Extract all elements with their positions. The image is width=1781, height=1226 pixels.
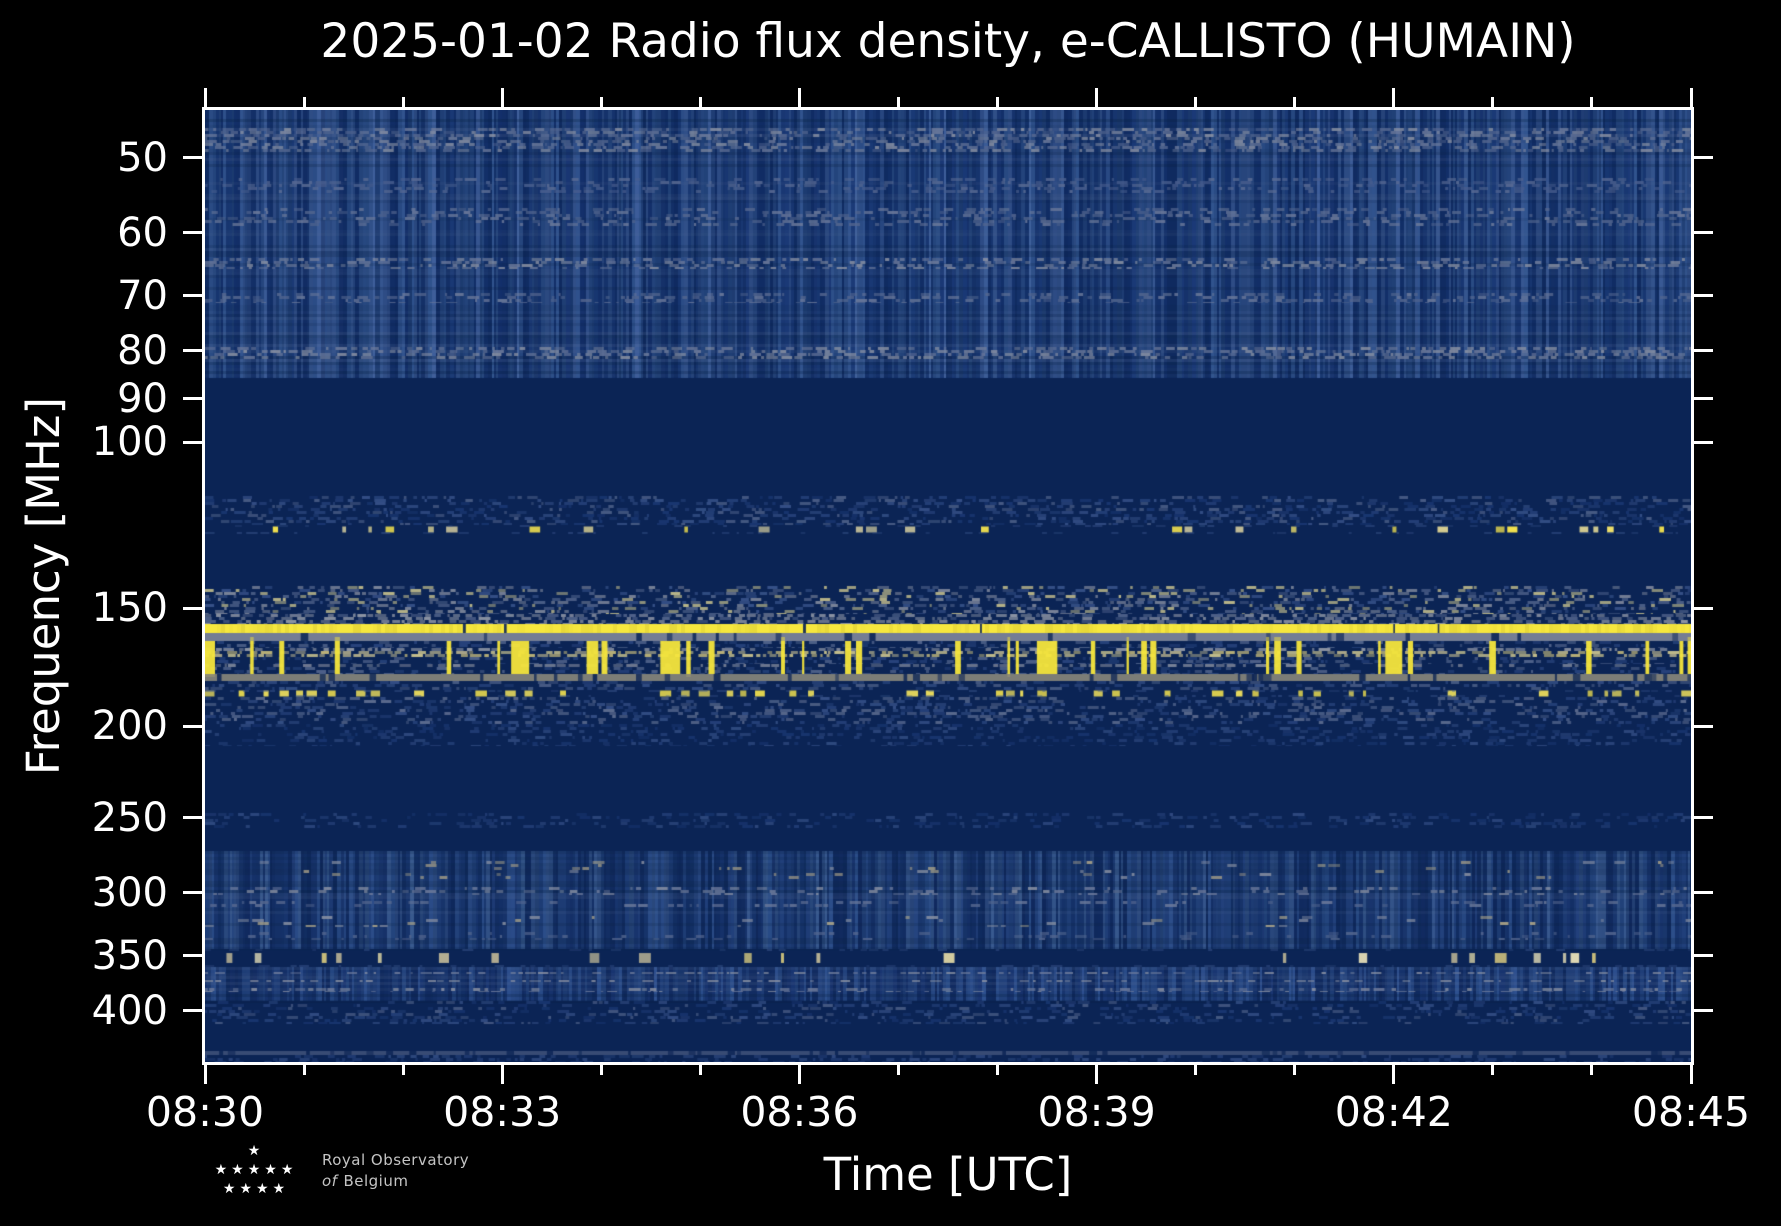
x-minor-tick [302,1065,306,1075]
y-major-tick-right [1694,724,1713,728]
y-tick-label: 300 [91,869,168,916]
x-minor-tick [1293,1065,1297,1075]
x-minor-tick-top [1293,97,1297,107]
x-major-tick [1392,1065,1396,1084]
rob-logo-line1: Royal Observatory [322,1151,470,1169]
x-minor-tick-top [302,97,306,107]
y-major-tick [183,1009,202,1013]
x-minor-tick [896,1065,900,1075]
x-major-tick-top [797,88,801,107]
y-major-tick [183,294,202,298]
x-tick-label: 08:33 [443,1088,562,1136]
y-major-tick-right [1694,816,1713,820]
y-tick-label: 200 [91,703,168,750]
y-major-tick [183,816,202,820]
x-major-tick [203,1065,207,1084]
x-major-tick-top [500,88,504,107]
y-major-tick [183,724,202,728]
y-major-tick-right [1694,397,1713,401]
x-minor-tick-top [1590,97,1594,107]
chart-title: 2025-01-02 Radio flux density, e-CALLIST… [320,14,1576,69]
x-major-tick-top [1095,88,1099,107]
star-row-icon: ★★★★★ [214,1162,298,1178]
y-major-tick [183,891,202,895]
x-minor-tick-top [698,97,702,107]
x-tick-label: 08:45 [1631,1088,1751,1136]
x-minor-tick-top [996,97,1000,107]
x-major-tick [500,1065,504,1084]
y-major-tick [183,397,202,401]
y-major-tick-right [1694,156,1713,160]
x-major-tick-top [203,88,207,107]
plot-frame [202,107,1694,1065]
rob-logo-line2: of Belgium [322,1172,409,1190]
x-minor-tick [1491,1065,1495,1075]
x-minor-tick-top [896,97,900,107]
x-major-tick [1095,1065,1099,1084]
y-major-tick-right [1694,954,1713,958]
x-major-tick-top [1392,88,1396,107]
y-tick-label: 150 [91,585,168,632]
y-major-tick [183,156,202,160]
x-tick-label: 08:39 [1037,1088,1156,1136]
rob-logo-stars-icon: ★ ★★★★★ ★★★★ [208,1142,304,1199]
y-tick-label: 50 [117,134,168,181]
x-tick-label: 08:30 [145,1088,265,1136]
rob-logo: ★ ★★★★★ ★★★★ Royal Observatory of Belgium [208,1142,469,1199]
y-major-tick [183,606,202,610]
x-minor-tick [698,1065,702,1075]
y-major-tick-right [1694,440,1713,444]
x-major-tick [797,1065,801,1084]
y-major-tick-right [1694,294,1713,298]
y-tick-label: 70 [117,272,168,319]
y-tick-label: 80 [117,327,168,374]
y-tick-label: 250 [91,794,168,841]
y-tick-label: 400 [91,987,168,1034]
x-minor-tick [996,1065,1000,1075]
x-minor-tick-top [1491,97,1495,107]
x-major-tick [1689,1065,1693,1084]
x-tick-label: 08:36 [740,1088,859,1136]
x-minor-tick [401,1065,405,1075]
x-minor-tick-top [401,97,405,107]
x-minor-tick [1590,1065,1594,1075]
x-minor-tick [1194,1065,1198,1075]
x-major-tick-top [1689,88,1693,107]
y-major-tick-right [1694,606,1713,610]
star-row-icon: ★★★★ [222,1181,290,1197]
y-major-tick [183,954,202,958]
y-major-tick-right [1694,231,1713,235]
y-major-tick [183,349,202,353]
y-tick-label: 90 [117,375,168,422]
x-axis-label: Time [UTC] [823,1148,1073,1201]
x-minor-tick-top [599,97,603,107]
y-tick-label: 60 [117,209,168,256]
y-major-tick [183,231,202,235]
x-minor-tick [599,1065,603,1075]
star-row-icon: ★ [247,1143,265,1159]
y-major-tick-right [1694,1009,1713,1013]
y-tick-label: 100 [91,419,168,466]
y-major-tick-right [1694,349,1713,353]
rob-logo-text: Royal Observatory of Belgium [322,1150,469,1192]
y-major-tick [183,440,202,444]
spectrogram-canvas [205,110,1691,1062]
x-tick-label: 08:42 [1334,1088,1453,1136]
y-tick-label: 350 [91,932,168,979]
y-major-tick-right [1694,891,1713,895]
x-minor-tick-top [1194,97,1198,107]
